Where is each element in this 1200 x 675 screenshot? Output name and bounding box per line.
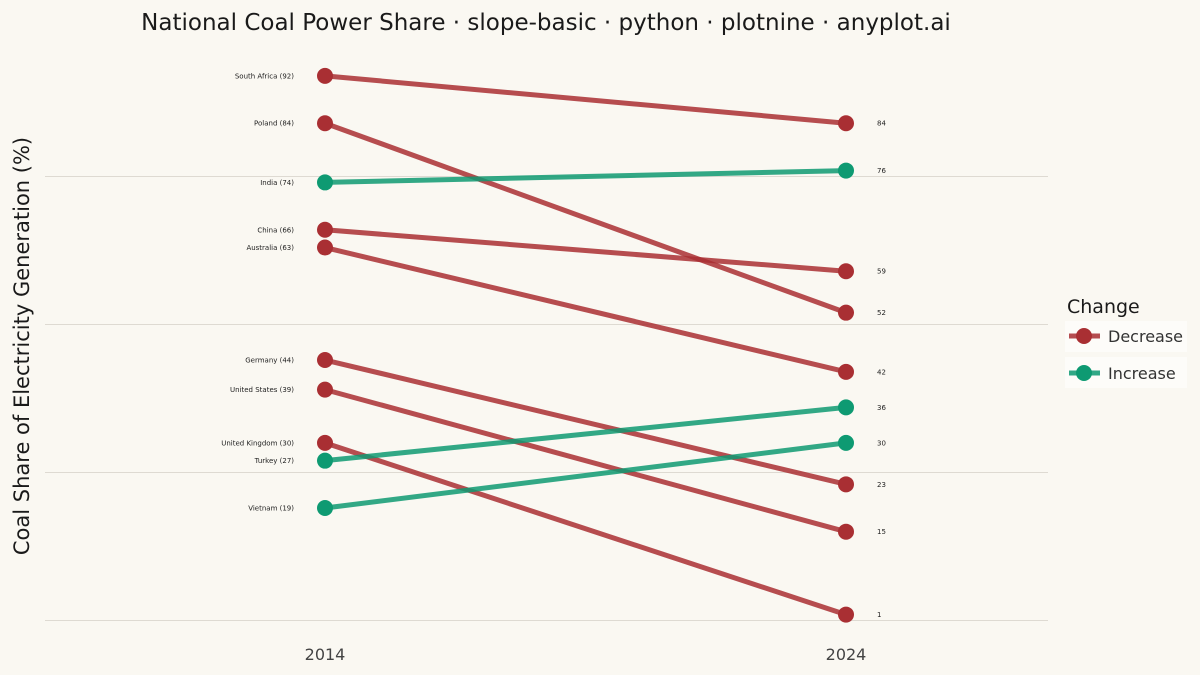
end-point-united-states [838, 523, 854, 540]
end-label-united-kingdom: 1 [877, 611, 881, 619]
start-point-united-states [317, 381, 333, 398]
end-label-germany: 23 [877, 481, 886, 489]
start-label-china: China (66) [257, 226, 294, 234]
x-tick-label-end: 2024 [826, 645, 867, 664]
slope-line-united-kingdom [324, 440, 847, 617]
legend: Change Decrease Increase [1065, 296, 1187, 388]
start-label-vietnam: Vietnam (19) [248, 505, 294, 513]
slope-lines [324, 73, 847, 617]
slope-line-poland [324, 120, 847, 316]
end-point-vietnam [838, 434, 854, 451]
legend-label-decrease: Decrease [1108, 327, 1183, 346]
gridlines [45, 176, 1048, 621]
end-label-india: 76 [877, 167, 886, 175]
start-label-germany: Germany (44) [245, 357, 294, 365]
slope-line-germany [324, 357, 847, 487]
end-point-poland [838, 304, 854, 321]
end-point-china [838, 263, 854, 280]
slope-line-united-states [324, 387, 847, 535]
end-label-poland: 52 [877, 309, 886, 317]
start-point-australia [317, 239, 333, 256]
legend-entry-increase: Increase [1065, 357, 1187, 388]
legend-title: Change [1067, 296, 1140, 318]
end-label-australia: 42 [877, 368, 886, 376]
start-label-australia: Australia (63) [246, 244, 294, 252]
end-point-united-kingdom [838, 606, 854, 623]
slope-line-india [324, 168, 847, 185]
chart-title: National Coal Power Share · slope-basic … [141, 10, 951, 36]
end-label-united-states: 15 [877, 528, 886, 536]
legend-marker-increase [1076, 365, 1092, 381]
legend-label-increase: Increase [1108, 364, 1176, 383]
start-label-poland: Poland (84) [254, 120, 294, 128]
end-point-india [838, 162, 854, 179]
start-label-india: India (74) [260, 179, 294, 187]
slope-line-vietnam [324, 440, 847, 511]
end-label-turkey: 36 [877, 404, 886, 412]
start-label-united-kingdom: United Kingdom (30) [221, 439, 294, 447]
end-label-south-africa: 84 [877, 120, 886, 128]
x-tick-label-start: 2014 [305, 645, 346, 664]
start-point-germany [317, 352, 333, 369]
start-point-vietnam [317, 500, 333, 517]
start-label-turkey: Turkey (27) [254, 457, 295, 465]
start-point-india [317, 174, 333, 191]
point-labels: South Africa (92) 84 Poland (84) 52 India (7… [221, 72, 886, 619]
slope-line-turkey [324, 404, 847, 464]
start-point-turkey [317, 452, 333, 469]
slope-line-china [324, 227, 847, 274]
slope-line-south-africa [324, 73, 847, 126]
end-label-vietnam: 30 [877, 439, 886, 447]
end-label-china: 59 [877, 268, 886, 276]
end-point-turkey [838, 399, 854, 416]
end-point-germany [838, 476, 854, 493]
y-axis-label: Coal Share of Electricity Generation (%) [10, 137, 34, 555]
start-label-united-states: United States (39) [230, 386, 294, 394]
end-point-south-africa [838, 115, 854, 132]
end-point-australia [838, 363, 854, 380]
start-point-china [317, 221, 333, 238]
start-label-south-africa: South Africa (92) [235, 72, 294, 80]
start-point-united-kingdom [317, 434, 333, 451]
data-points [317, 67, 854, 623]
legend-marker-decrease [1076, 328, 1092, 344]
start-point-south-africa [317, 67, 333, 84]
slope-line-australia [324, 245, 847, 375]
start-point-poland [317, 115, 333, 132]
legend-entry-decrease: Decrease [1065, 321, 1187, 352]
